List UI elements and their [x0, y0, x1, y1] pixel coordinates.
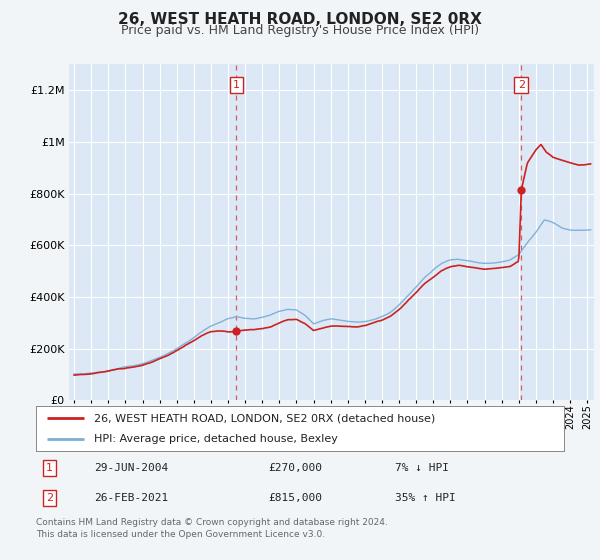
Text: HPI: Average price, detached house, Bexley: HPI: Average price, detached house, Bexl… [94, 433, 338, 444]
Text: 26, WEST HEATH ROAD, LONDON, SE2 0RX: 26, WEST HEATH ROAD, LONDON, SE2 0RX [118, 12, 482, 27]
Text: 2: 2 [46, 493, 53, 503]
Text: 1: 1 [46, 463, 53, 473]
Text: 29-JUN-2004: 29-JUN-2004 [94, 463, 169, 473]
Text: £815,000: £815,000 [268, 493, 322, 503]
Text: £270,000: £270,000 [268, 463, 322, 473]
Text: Contains HM Land Registry data © Crown copyright and database right 2024.
This d: Contains HM Land Registry data © Crown c… [36, 518, 388, 539]
Text: 26-FEB-2021: 26-FEB-2021 [94, 493, 169, 503]
Text: 2: 2 [518, 80, 525, 90]
Text: 35% ↑ HPI: 35% ↑ HPI [395, 493, 456, 503]
Text: Price paid vs. HM Land Registry's House Price Index (HPI): Price paid vs. HM Land Registry's House … [121, 24, 479, 36]
Text: 26, WEST HEATH ROAD, LONDON, SE2 0RX (detached house): 26, WEST HEATH ROAD, LONDON, SE2 0RX (de… [94, 413, 436, 423]
Text: 1: 1 [233, 80, 240, 90]
Text: 7% ↓ HPI: 7% ↓ HPI [395, 463, 449, 473]
